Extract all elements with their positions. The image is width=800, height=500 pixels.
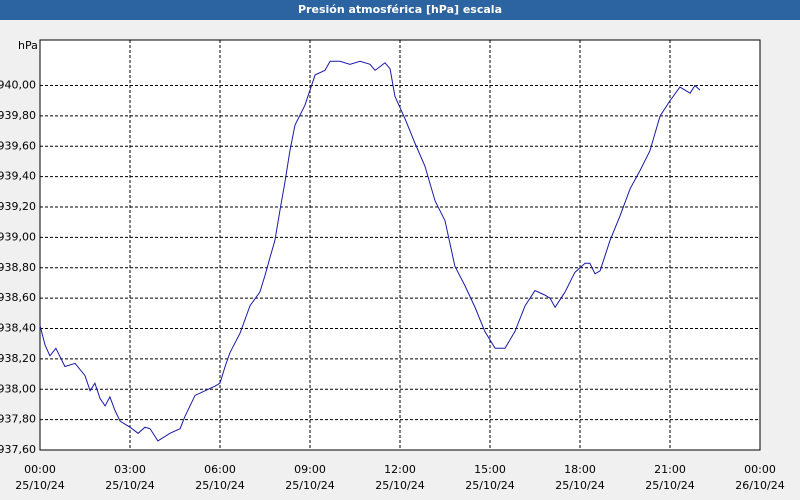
y-tick-label: 937,60 — [0, 443, 36, 456]
x-tick-label: 12:00 25/10/24 — [375, 463, 425, 492]
plot-frame — [39, 39, 761, 451]
x-tick-label: 00:00 25/10/24 — [15, 463, 65, 492]
y-tick-label: 939,80 — [0, 109, 36, 122]
x-tick-label: 03:00 25/10/24 — [105, 463, 155, 492]
x-tick-label: 15:00 25/10/24 — [465, 463, 515, 492]
line-series — [39, 60, 701, 442]
x-tick-label: 06:00 25/10/24 — [195, 463, 245, 492]
y-tick-label: 939,40 — [0, 170, 36, 183]
chart-title: Presión atmosférica [hPa] escala — [0, 0, 800, 20]
x-tick-label: 18:00 25/10/24 — [555, 463, 605, 492]
y-tick-label: 938,40 — [0, 322, 36, 335]
y-tick-label: 938,00 — [0, 382, 36, 395]
y-tick-label: 938,60 — [0, 291, 36, 304]
y-tick-label: 938,80 — [0, 261, 36, 274]
y-tick-label: 940,00 — [0, 79, 36, 92]
y-tick-label: 937,80 — [0, 413, 36, 426]
y-tick-label: 939,60 — [0, 139, 36, 152]
y-axis-label: hPa — [18, 39, 38, 52]
x-tick-label: 21:00 25/10/24 — [645, 463, 695, 492]
y-tick-label: 939,20 — [0, 200, 36, 213]
x-tick-label: 09:00 25/10/24 — [285, 463, 335, 492]
x-tick-label: 00:00 26/10/24 — [735, 463, 785, 492]
y-tick-label: 938,20 — [0, 352, 36, 365]
y-tick-label: 939,00 — [0, 230, 36, 243]
